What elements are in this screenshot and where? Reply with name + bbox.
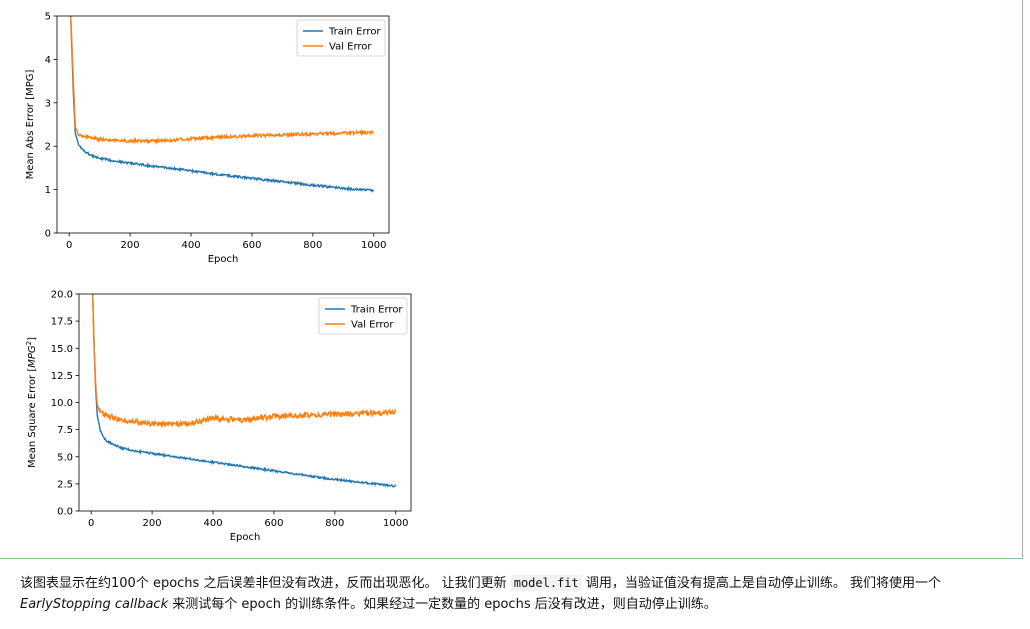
y-tick-label: 1 — [45, 185, 51, 196]
y-tick-label: 7.5 — [57, 425, 73, 436]
x-tick-label: 1000 — [383, 518, 408, 529]
description-paragraph: 该图表显示在约100个 epochs 之后误差非但没有改进，反而出现恶化。 让我… — [20, 573, 1010, 615]
callback-emphasis: EarlyStopping callback — [20, 597, 169, 612]
y-tick-label: 4 — [45, 55, 51, 66]
x-tick-label: 600 — [264, 518, 283, 529]
legend: Train Error Val Error — [318, 297, 408, 335]
legend-label: Val Error — [329, 42, 372, 53]
legend-label: Train Error — [350, 305, 403, 316]
output-cell: 0 200 400 600 800 1000 0 1 2 3 4 5 Epoch Mean Abs Err… — [0, 0, 1023, 559]
mae-chart: 0 200 400 600 800 1000 0 1 2 3 4 5 Epoch Mean Abs Err… — [25, 12, 390, 265]
legend-label: Train Error — [328, 27, 381, 38]
series-line-train — [69, 16, 375, 193]
paragraph-text-1: 该图表显示在约100个 epochs 之后误差非但没有改进，反而出现恶化。 让我… — [20, 576, 511, 591]
x-tick-label: 0 — [66, 240, 72, 251]
inline-code: model.fit — [510, 575, 582, 591]
x-tick-label: 1000 — [361, 240, 386, 251]
axes-frame — [56, 15, 390, 234]
y-tick-label: 2 — [45, 142, 51, 153]
y-axis-label: Mean Square Error [MPG2] — [25, 337, 38, 468]
y-tick-label: 20.0 — [51, 290, 73, 301]
legend: Train Error Val Error — [296, 19, 386, 57]
mse-chart: 0 200 400 600 800 1000 0.0 2.5 5.0 7.5 10.0 12.5 15.… — [25, 290, 412, 543]
x-axis-label: Epoch — [230, 532, 261, 543]
y-tick-label: 17.5 — [51, 317, 73, 328]
y-tick-label: 15.0 — [51, 344, 73, 355]
y-axis-label: Mean Abs Error [MPG] — [25, 70, 36, 180]
y-tick-label: 12.5 — [51, 371, 73, 382]
x-tick-label: 400 — [203, 518, 222, 529]
series-line-val — [91, 294, 397, 428]
y-tick-label: 2.5 — [57, 479, 73, 490]
paragraph-text-3: 来测试每个 epoch 的训练条件。如果经过一定数量的 epochs 后没有改进… — [168, 597, 717, 612]
x-tick-label: 800 — [325, 518, 344, 529]
y-tick-label: 0.0 — [57, 507, 73, 518]
y-tick-label: 10.0 — [51, 398, 73, 409]
y-tick-label: 0 — [45, 229, 51, 240]
x-tick-label: 0 — [88, 518, 94, 529]
x-axis-label: Epoch — [208, 254, 239, 265]
y-tick-label: 5.0 — [57, 452, 73, 463]
x-tick-label: 600 — [242, 240, 261, 251]
x-tick-label: 200 — [143, 518, 162, 529]
y-tick-label: 5 — [45, 12, 51, 23]
x-tick-label: 200 — [121, 240, 140, 251]
paragraph-text-2: 调用，当验证值没有提高上是自动停止训练。 我们将使用一个 — [581, 576, 942, 591]
x-tick-label: 800 — [303, 240, 322, 251]
series-line-train — [91, 294, 396, 488]
x-tick-label: 400 — [181, 240, 200, 251]
series-line-val — [69, 16, 375, 145]
y-tick-label: 3 — [45, 98, 51, 109]
legend-label: Val Error — [351, 320, 394, 331]
